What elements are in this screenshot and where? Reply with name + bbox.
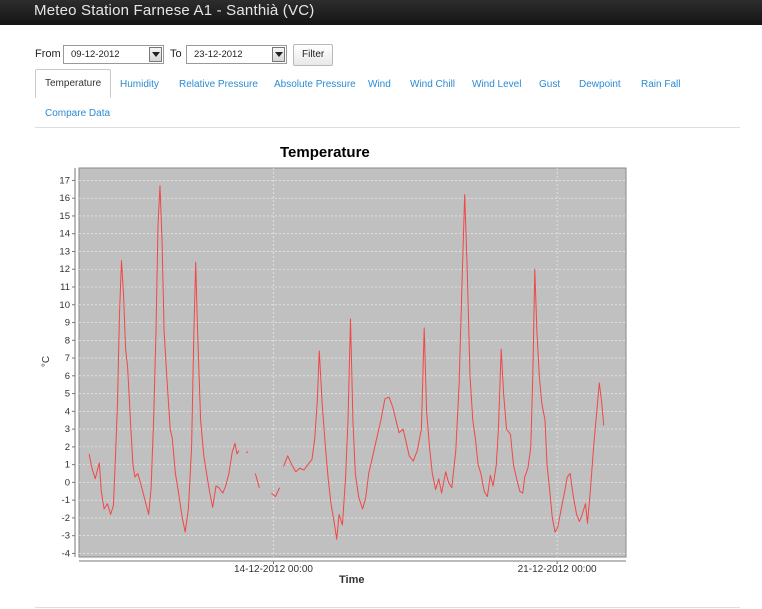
tab-gust[interactable]: Gust (539, 79, 561, 90)
y-tick-label: 0 (65, 477, 70, 488)
temperature-series-point (246, 451, 248, 454)
temperature-series-line (283, 194, 605, 540)
y-tick-label: 1 (65, 460, 70, 471)
y-tick-label: -3 (62, 531, 70, 542)
from-label: From (35, 48, 61, 60)
y-tick-label: 4 (65, 406, 70, 417)
y-tick-label: 17 (59, 175, 70, 186)
to-date-select[interactable]: 23-12-2012 (186, 45, 287, 64)
tab-wind[interactable]: Wind (368, 79, 391, 90)
x-tick-label: 21-12-2012 00:00 (518, 564, 597, 575)
chevron-down-icon (152, 52, 160, 57)
tab-compare-data[interactable]: Compare Data (45, 108, 111, 119)
y-tick-label: 11 (60, 282, 70, 293)
chart-title: Temperature (280, 144, 370, 161)
y-tick-label: 6 (65, 371, 70, 382)
y-tick-label: 8 (65, 335, 70, 346)
from-date-value: 09-12-2012 (71, 49, 120, 60)
app-title: Meteo Station Farnese A1 - Santhià (VC) (34, 2, 315, 19)
tab-relative-pressure[interactable]: Relative Pressure (179, 79, 258, 90)
tab-wind-chill[interactable]: Wind Chill (410, 79, 456, 90)
tab-dewpoint[interactable]: Dewpoint (579, 79, 621, 90)
from-date-dropdown-button[interactable] (149, 47, 162, 62)
to-date-dropdown-button[interactable] (272, 47, 285, 62)
y-tick-label: 10 (59, 300, 70, 311)
y-tick-label: 13 (59, 246, 70, 257)
temperature-series-line (88, 185, 240, 533)
x-axis-label: Time (339, 574, 365, 586)
footer-divider (35, 607, 740, 608)
temperature-series-line (271, 487, 281, 498)
temperature-series-line (254, 473, 260, 488)
y-tick-label: 2 (65, 442, 70, 453)
tab-temperature[interactable]: Temperature (35, 69, 112, 98)
y-tick-label: 12 (59, 264, 70, 275)
from-date-select[interactable]: 09-12-2012 (63, 45, 164, 64)
tab-rain-fall[interactable]: Rain Fall (641, 79, 681, 90)
y-tick-label: 16 (59, 193, 70, 204)
y-axis-label: °C (41, 355, 53, 368)
plot-background (78, 167, 627, 558)
chevron-down-icon (275, 52, 283, 57)
y-tick-label: 14 (59, 229, 70, 240)
y-tick-label: -4 (62, 548, 70, 559)
tabs-divider (35, 127, 740, 128)
y-tick-label: 5 (65, 389, 70, 400)
y-tick-label: -2 (62, 513, 70, 524)
y-tick-label: 7 (65, 353, 70, 364)
filter-button[interactable]: Filter (293, 44, 334, 66)
app-titlebar: Meteo Station Farnese A1 - Santhià (VC) (0, 0, 762, 25)
tab-absolute-pressure[interactable]: Absolute Pressure (274, 79, 356, 90)
y-tick-label: 15 (59, 211, 70, 222)
to-date-value: 23-12-2012 (194, 49, 243, 60)
tab-humidity[interactable]: Humidity (120, 79, 159, 90)
to-label: To (170, 48, 182, 60)
y-tick-label: 9 (65, 318, 70, 329)
x-tick-label: 14-12-2012 00:00 (234, 564, 313, 575)
y-tick-label: -1 (62, 495, 70, 506)
tab-wind-level[interactable]: Wind Level (472, 79, 522, 90)
y-tick-label: 3 (65, 424, 70, 435)
